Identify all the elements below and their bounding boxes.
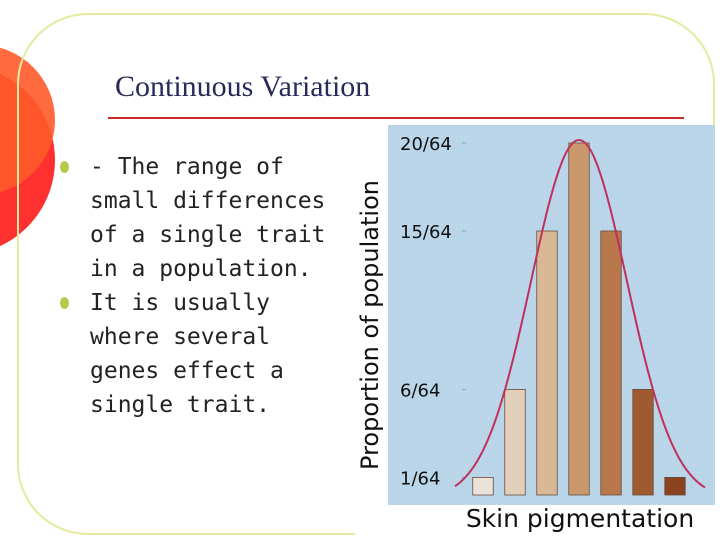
y-tick-label: 20/64 [400,134,452,155]
y-tick-label: 15/64 [400,222,452,243]
y-axis-label: Proportion of population [356,180,384,470]
decor-circle [0,47,55,193]
bullet-list: - The range of small differences of a si… [58,150,333,422]
bar [504,388,526,496]
slide-title: Continuous Variation [115,70,371,103]
bar [632,388,654,496]
bar [536,230,558,496]
bullet: It is usually where several genes effect… [58,286,335,422]
bullet: - The range of small differences of a si… [58,150,335,286]
y-tick-label: 6/64 [400,380,440,401]
bar [600,230,622,496]
bar [568,142,590,496]
bar [664,476,686,496]
bell-curve [454,138,706,489]
bar [472,476,494,496]
x-axis-label: Skin pigmentation [466,504,694,533]
y-tick-label: 1/64 [400,468,440,489]
